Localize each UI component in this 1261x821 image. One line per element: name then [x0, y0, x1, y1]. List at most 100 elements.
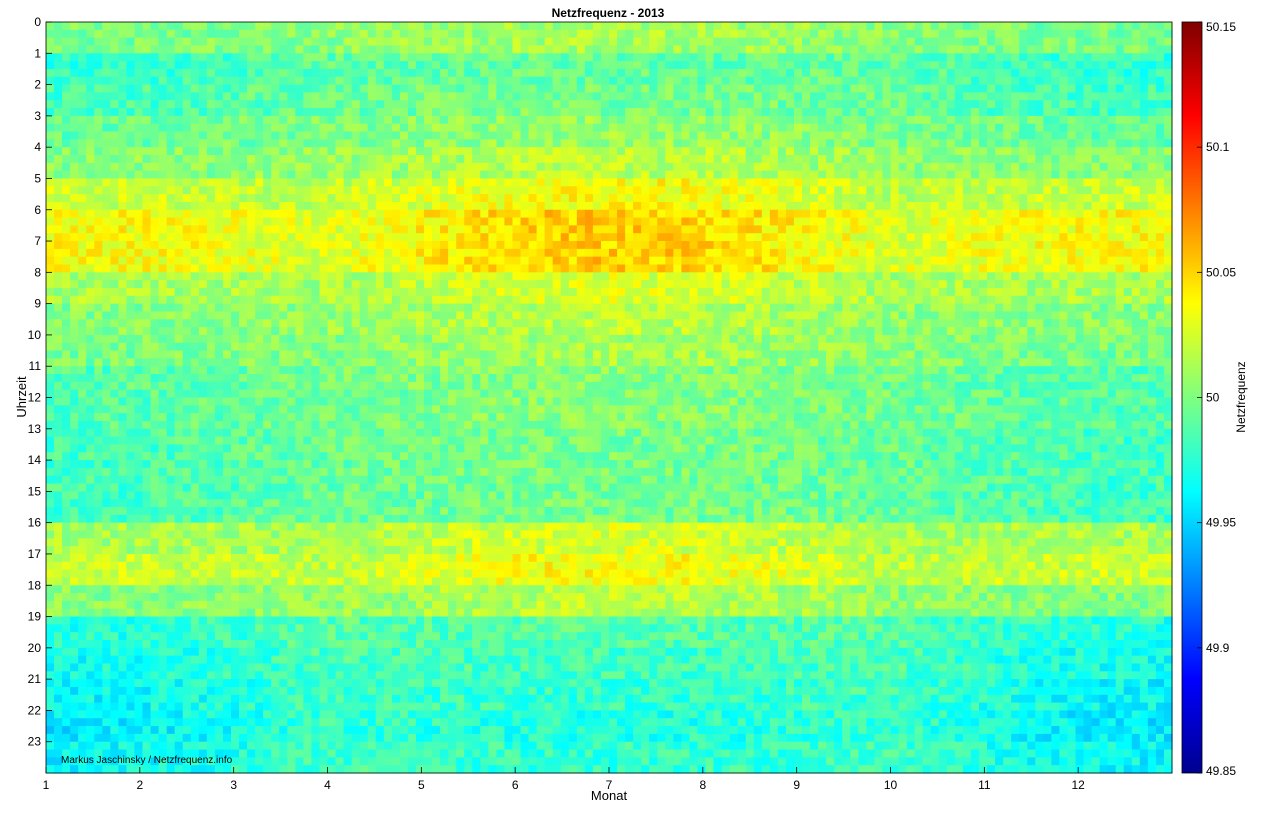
heatmap-cell — [1027, 53, 1036, 62]
heatmap-cell — [126, 68, 136, 78]
heatmap-cell — [552, 287, 562, 297]
heatmap-cell — [206, 241, 216, 250]
heatmap-cell — [818, 225, 827, 234]
heatmap-cell — [592, 100, 602, 109]
heatmap-cell — [987, 92, 996, 101]
heatmap-cell — [1019, 68, 1028, 78]
heatmap-cell — [375, 100, 385, 109]
heatmap-cell — [78, 29, 87, 39]
heatmap-cell — [399, 45, 409, 54]
heatmap-cell — [721, 84, 731, 93]
heatmap-cell — [222, 115, 232, 125]
heatmap-cell — [1043, 68, 1052, 78]
heatmap-cell — [480, 100, 489, 109]
heatmap-cell — [793, 178, 803, 187]
heatmap-cell — [568, 123, 578, 133]
heatmap-cell — [633, 92, 642, 101]
heatmap-cell — [54, 194, 63, 203]
heatmap-cell — [150, 154, 160, 164]
heatmap-cell — [1147, 123, 1157, 133]
heatmap-cell — [609, 272, 618, 281]
heatmap-cell — [689, 217, 699, 226]
heatmap-cell — [802, 186, 811, 195]
heatmap-cell — [633, 233, 642, 242]
heatmap-cell — [1003, 37, 1012, 47]
heatmap-cell — [472, 162, 481, 172]
heatmap-cell — [922, 53, 932, 62]
heatmap-cell — [78, 139, 87, 148]
heatmap-cell — [432, 53, 441, 62]
heatmap-cell — [488, 241, 497, 250]
heatmap-cell — [1011, 162, 1020, 172]
heatmap-cell — [1123, 272, 1133, 281]
heatmap-cell — [1067, 256, 1077, 266]
heatmap-cell — [568, 22, 578, 31]
heatmap-cell — [761, 162, 771, 172]
heatmap-cell — [182, 22, 192, 31]
heatmap-cell — [689, 233, 699, 242]
heatmap-cell — [464, 37, 473, 47]
heatmap-cell — [247, 264, 256, 273]
heatmap-cell — [898, 280, 908, 289]
heatmap-cell — [440, 92, 449, 101]
heatmap-cell — [351, 287, 361, 297]
heatmap-cell — [890, 217, 900, 226]
heatmap-cell — [94, 61, 103, 70]
heatmap-cell — [592, 68, 602, 78]
heatmap-cell — [182, 225, 192, 234]
heatmap-cell — [271, 29, 280, 39]
heatmap-cell — [54, 162, 63, 172]
heatmap-cell — [1027, 139, 1036, 148]
heatmap-cell — [46, 209, 55, 219]
heatmap-cell — [1083, 194, 1093, 203]
heatmap-cell — [343, 295, 353, 305]
heatmap-cell — [810, 295, 819, 305]
heatmap-cell — [62, 225, 71, 234]
heatmap-cell — [1059, 201, 1069, 211]
heatmap-cell — [343, 225, 353, 234]
heatmap-cell — [858, 76, 867, 86]
heatmap-cell — [633, 76, 642, 86]
heatmap-cell — [222, 272, 232, 281]
heatmap-cell — [1091, 76, 1101, 86]
heatmap-cell — [520, 233, 530, 242]
heatmap-cell — [198, 217, 208, 226]
heatmap-cell — [649, 295, 658, 305]
heatmap-cell — [922, 100, 932, 109]
heatmap-cell — [625, 162, 634, 172]
heatmap-cell — [150, 53, 160, 62]
heatmap-cell — [536, 233, 546, 242]
heatmap-cell — [512, 139, 522, 148]
heatmap-cell — [1147, 147, 1157, 156]
heatmap-cell — [657, 53, 666, 62]
heatmap-cell — [383, 61, 393, 70]
heatmap-cell — [657, 280, 666, 289]
heatmap-cell — [512, 108, 522, 117]
heatmap-cell — [930, 280, 940, 289]
heatmap-cell — [673, 217, 682, 226]
heatmap-cell — [78, 147, 87, 156]
heatmap-cell — [295, 147, 304, 156]
heatmap-cell — [978, 209, 988, 219]
heatmap-cell — [745, 225, 755, 234]
heatmap-cell — [946, 154, 956, 164]
heatmap-cell — [689, 170, 699, 180]
heatmap-cell — [842, 241, 851, 250]
heatmap-cell — [407, 178, 417, 187]
heatmap-cell — [198, 201, 208, 211]
heatmap-cell — [777, 37, 787, 47]
heatmap-cell — [1083, 37, 1093, 47]
heatmap-cell — [198, 248, 208, 258]
heatmap-cell — [222, 45, 232, 54]
heatmap-cell — [110, 53, 119, 62]
heatmap-cell — [906, 131, 916, 140]
heatmap-cell — [777, 108, 787, 117]
heatmap-cell — [842, 233, 851, 242]
heatmap-cell — [1051, 201, 1060, 211]
heatmap-cell — [110, 92, 119, 101]
heatmap-cell — [818, 139, 827, 148]
heatmap-cell — [158, 287, 168, 297]
heatmap-cell — [359, 186, 369, 195]
heatmap-cell — [335, 45, 345, 54]
heatmap-cell — [255, 53, 264, 62]
